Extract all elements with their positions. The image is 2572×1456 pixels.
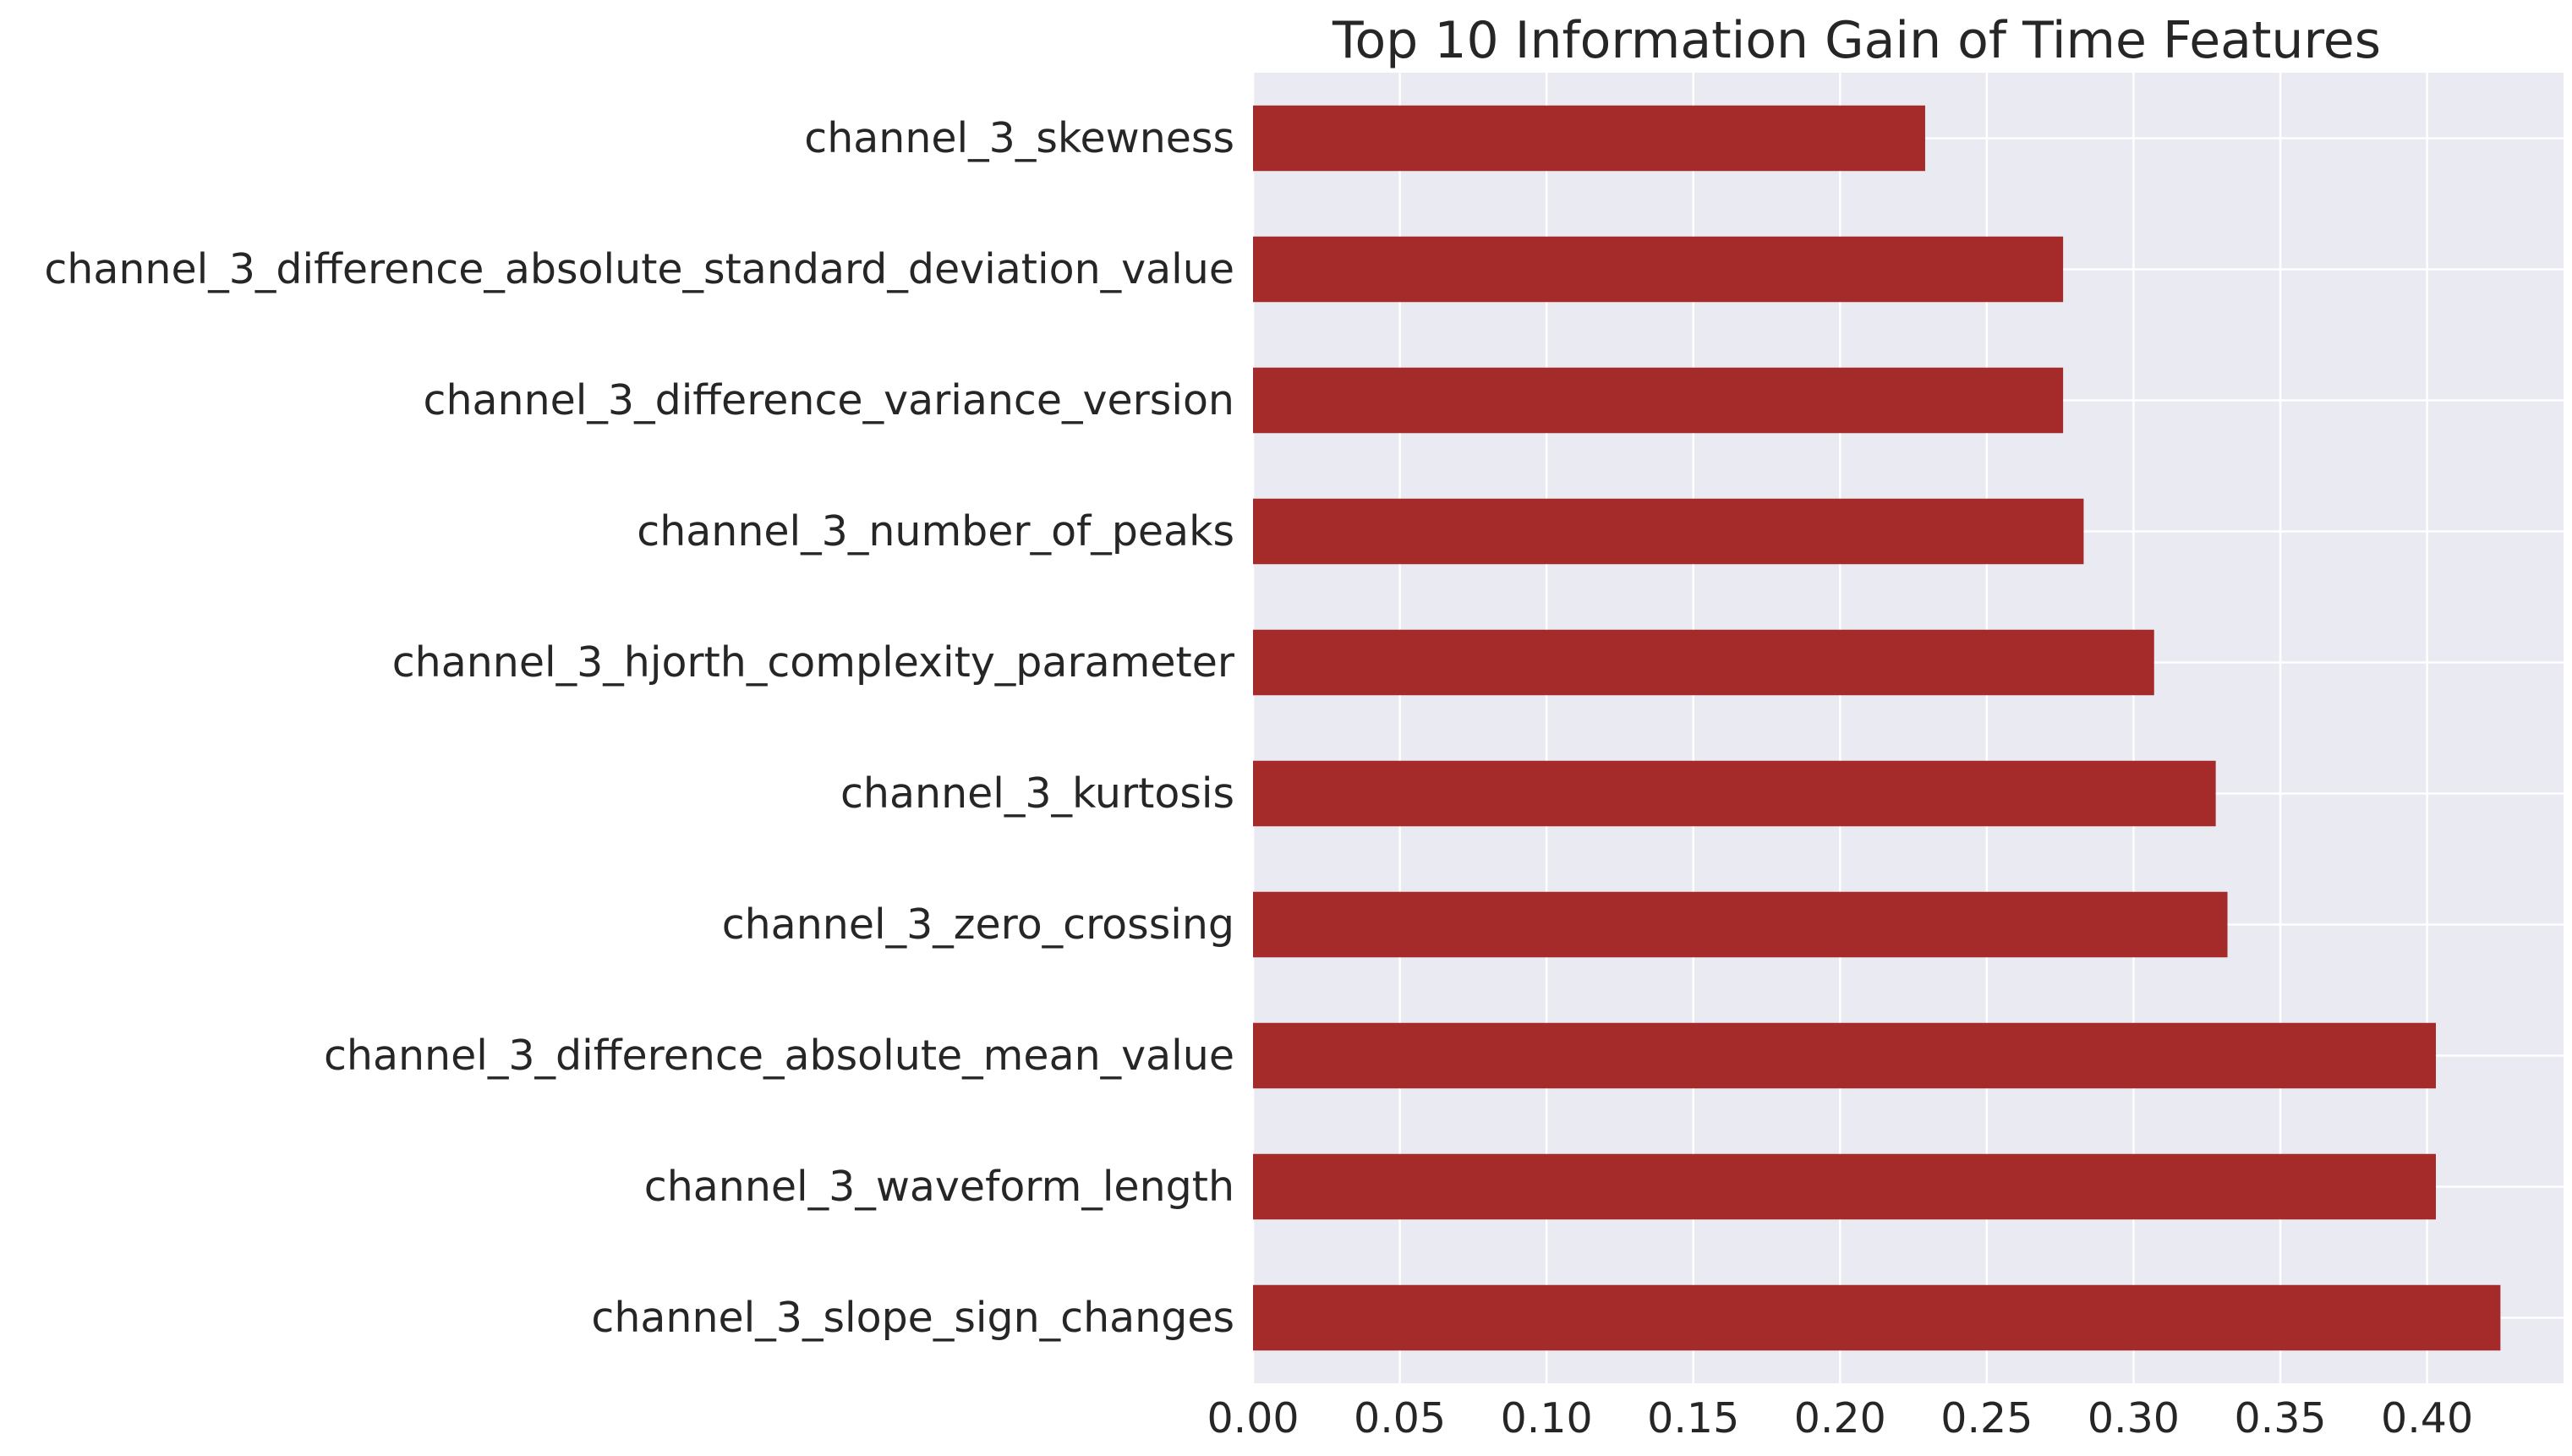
bars [1253,105,2501,1351]
bar [1253,1284,2501,1351]
category-labels: channel_3_skewness channel_3_difference_a… [44,114,1235,1342]
bar [1253,629,2154,696]
bar [1253,236,2064,303]
category-label: channel_3_skewness [804,114,1234,162]
bar [1253,105,1925,172]
bar [1253,367,2064,434]
x-tick-label: 0.30 [2088,1394,2180,1442]
x-axis-ticks: 0.00 0.05 0.10 0.15 0.20 0.25 0.30 0.35 0.40 [1207,1394,2473,1442]
x-tick-label: 0.05 [1354,1394,1446,1442]
x-tick-label: 0.10 [1501,1394,1593,1442]
category-label: channel_3_number_of_peaks [637,507,1234,556]
x-tick-label: 0.20 [1794,1394,1886,1442]
bar [1253,498,2084,565]
category-label: channel_3_kurtosis [840,769,1234,818]
x-tick-label: 0.15 [1647,1394,1739,1442]
category-label: channel_3_slope_sign_changes [591,1294,1234,1342]
x-tick-label: 0.00 [1207,1394,1299,1442]
category-label: channel_3_difference_variance_version [424,376,1234,424]
category-label: channel_3_waveform_length [644,1163,1234,1211]
bar [1253,1153,2436,1220]
bar [1253,760,2216,827]
x-tick-label: 0.25 [1940,1394,2033,1442]
chart-title: Top 10 Information Gain of Time Features [1332,11,2381,70]
category-label: channel_3_zero_crossing [722,900,1234,949]
x-tick-label: 0.40 [2381,1394,2473,1442]
bar [1253,891,2228,958]
category-label: channel_3_difference_absolute_mean_value [324,1032,1234,1080]
category-label: channel_3_difference_absolute_standard_d… [44,245,1234,293]
category-label: channel_3_hjorth_complexity_parameter [392,638,1235,687]
bar [1253,1022,2436,1089]
x-tick-label: 0.35 [2234,1394,2326,1442]
